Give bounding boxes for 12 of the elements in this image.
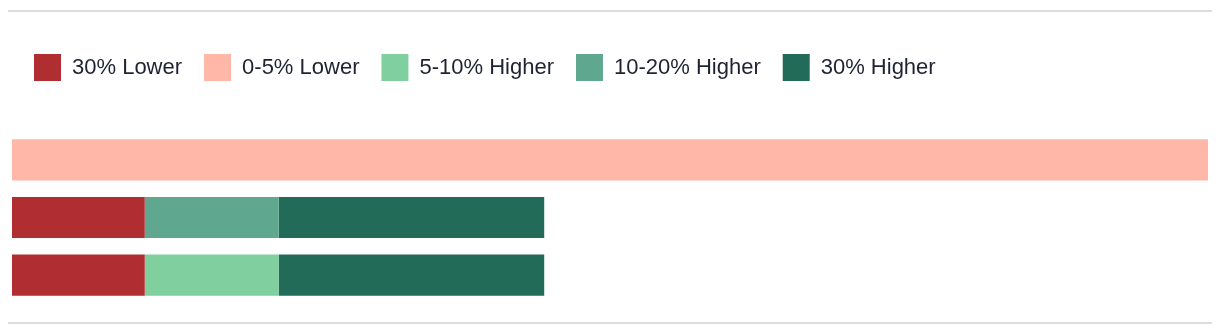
legend-label: 0-5% Lower: [242, 53, 360, 79]
bar: [12, 196, 145, 239]
legend-label: 5-10% Higher: [419, 53, 554, 79]
bar: [278, 196, 545, 239]
legend-label: 10-20% Higher: [613, 53, 761, 79]
bar: [144, 196, 279, 239]
bar: [278, 254, 545, 296]
bar: [12, 254, 145, 296]
bar: [144, 254, 279, 296]
legend-label: 30% Higher: [820, 53, 936, 79]
bar: [12, 139, 1208, 181]
legend-label: 30% Lower: [72, 53, 183, 79]
